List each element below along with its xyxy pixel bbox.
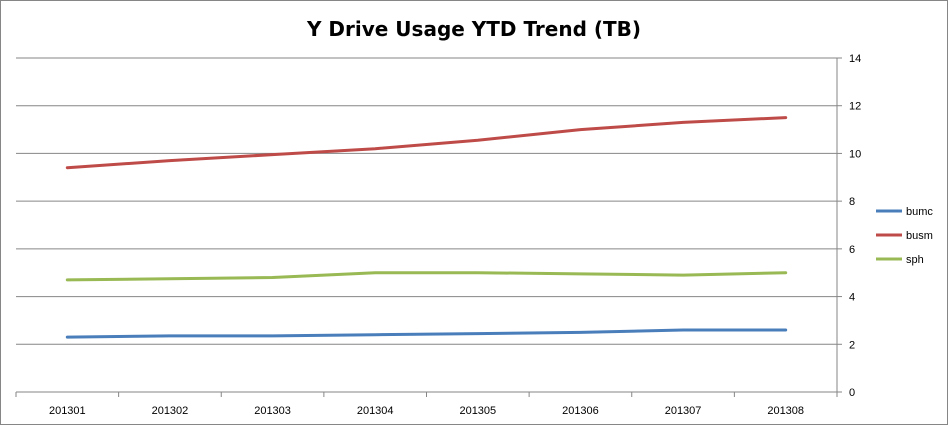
x-tick-label: 201305 xyxy=(459,405,496,417)
gridlines xyxy=(16,57,842,393)
y-tick-label: 14 xyxy=(849,53,861,65)
y-tick-label: 10 xyxy=(849,148,861,160)
x-tick-label: 201306 xyxy=(562,405,599,417)
x-tick-label: 201301 xyxy=(49,405,86,417)
legend-label-bumc: bumc xyxy=(906,206,933,218)
y-tick-label: 6 xyxy=(849,244,855,256)
series-line-sph xyxy=(65,271,788,282)
axes xyxy=(15,58,838,397)
series-line-bumc xyxy=(65,328,788,339)
y-tick-label: 8 xyxy=(849,196,855,208)
y-axis-tick-labels: 0 2 4 6 8 10 12 14 xyxy=(849,53,861,399)
legend-label-sph: sph xyxy=(906,254,924,266)
chart-title: Y Drive Usage YTD Trend (TB) xyxy=(306,17,641,41)
y-tick-label: 0 xyxy=(849,387,855,399)
legend: bumc busm sph xyxy=(876,206,933,266)
x-tick-label: 201307 xyxy=(665,405,702,417)
y-tick-label: 12 xyxy=(849,101,861,113)
series-lines xyxy=(65,116,788,339)
x-tick-label: 201303 xyxy=(254,405,291,417)
series-line-busm xyxy=(65,116,788,170)
x-tick-label: 201304 xyxy=(357,405,394,417)
y-tick-label: 4 xyxy=(849,292,855,304)
y-tick-label: 2 xyxy=(849,339,855,351)
legend-label-busm: busm xyxy=(906,230,933,242)
x-tick-label: 201302 xyxy=(152,405,189,417)
x-tick-label: 201308 xyxy=(767,405,804,417)
x-axis-tick-labels: 201301 201302 201303 201304 201305 201306 2013… xyxy=(49,405,804,417)
